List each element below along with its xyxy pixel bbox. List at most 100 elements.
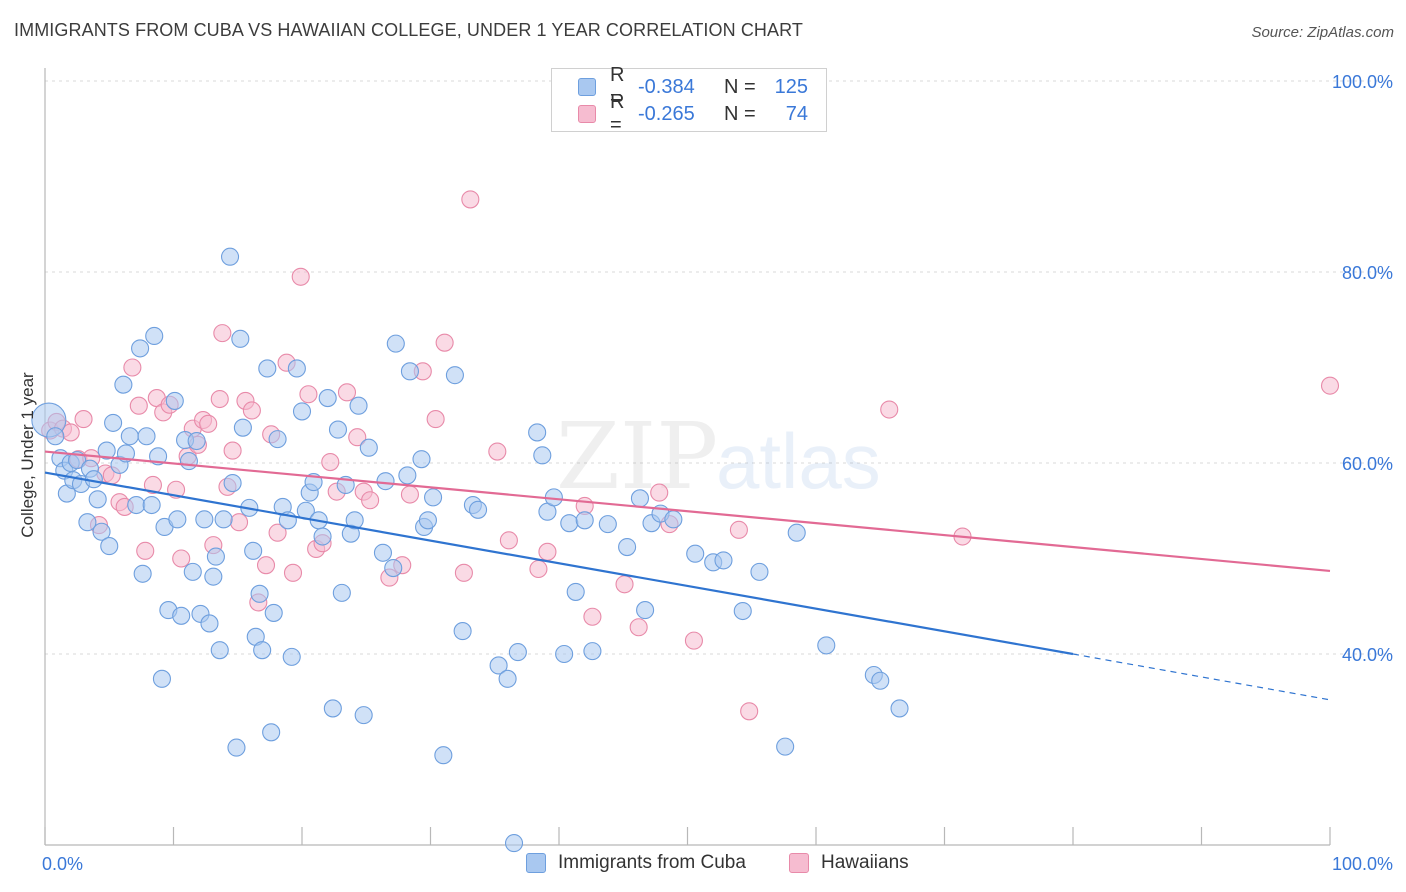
data-point-cuba [630, 489, 650, 508]
data-point-cuba [453, 622, 472, 641]
data-point-cuba [412, 450, 431, 469]
data-point-cuba [468, 500, 488, 519]
data-point-hawaiians [210, 389, 229, 409]
data-point-cuba [373, 543, 393, 562]
stats-legend: R = -0.384 N = 125 R = -0.265 N = 74 [551, 64, 827, 136]
y-tick-label: 60.0% [1342, 454, 1393, 474]
x-tick-label: 100.0% [1332, 854, 1393, 874]
data-point-hawaiians [213, 324, 232, 343]
data-point-hawaiians [129, 396, 148, 415]
data-point-cuba [214, 510, 233, 529]
data-point-hawaiians [242, 401, 261, 420]
data-point-cuba [398, 466, 417, 485]
data-point-hawaiians [538, 542, 557, 561]
legend-label-hawaiians: Hawaiians [821, 852, 909, 873]
data-point-cuba [583, 642, 602, 661]
data-point-cuba [250, 584, 269, 603]
data-point-cuba [145, 326, 164, 346]
data-point-cuba [890, 699, 909, 718]
data-point-hawaiians [199, 414, 218, 433]
data-point-cuba [46, 427, 65, 446]
data-point-cuba [92, 522, 111, 541]
data-point-hawaiians [283, 563, 303, 582]
legend-r-label: R = [610, 91, 625, 136]
data-point-cuba [152, 669, 171, 688]
data-point-hawaiians [499, 531, 518, 550]
data-point-hawaiians [461, 190, 480, 209]
data-point-cuba [142, 495, 161, 515]
data-point-hawaiians [740, 702, 759, 721]
data-point-cuba [776, 737, 795, 756]
legend-swatch-cuba [526, 853, 546, 873]
data-point-hawaiians [291, 267, 310, 286]
source-label: Source: ZipAtlas.com [1251, 24, 1394, 41]
series-cuba-points [31, 247, 909, 853]
chart-title: IMMIGRANTS FROM CUBA VS HAWAIIAN COLLEGE… [14, 20, 803, 40]
data-point-cuba [750, 562, 769, 581]
data-point-cuba [354, 706, 373, 725]
legend-n-label: N = [724, 75, 756, 98]
data-point-cuba [137, 427, 156, 446]
data-point-hawaiians [223, 441, 242, 460]
data-point-cuba [349, 396, 368, 415]
data-point-cuba [376, 472, 395, 491]
legend-item-hawaiians[interactable]: Hawaiians [789, 852, 909, 874]
data-point-hawaiians [684, 631, 703, 650]
data-point-cuba [253, 641, 272, 660]
data-point-cuba [328, 420, 348, 439]
data-point-cuba [871, 671, 890, 690]
data-point-hawaiians [629, 618, 648, 637]
data-point-cuba [787, 523, 806, 542]
data-point-cuba [434, 746, 453, 765]
data-point-cuba [133, 564, 152, 583]
data-point-hawaiians [435, 333, 454, 352]
data-point-cuba [183, 562, 202, 581]
data-point-cuba [575, 511, 594, 530]
trend-lines [44, 450, 1331, 701]
legend-r-value: -0.265 [638, 102, 695, 125]
data-point-cuba [282, 647, 301, 666]
data-point-hawaiians [583, 607, 602, 626]
data-point-cuba [262, 723, 281, 742]
data-point-cuba [504, 834, 524, 853]
data-point-cuba [528, 423, 547, 442]
data-point-cuba [210, 641, 229, 660]
data-point-hawaiians [488, 442, 507, 461]
data-point-cuba [287, 359, 306, 378]
legend-swatch-cuba [578, 78, 596, 96]
data-point-cuba [187, 431, 206, 451]
data-point-cuba [120, 427, 139, 446]
legend-swatch-hawaiians [578, 105, 596, 123]
data-point-hawaiians [74, 410, 93, 429]
data-point-hawaiians [361, 491, 380, 510]
legend-label-cuba: Immigrants from Cuba [558, 852, 746, 873]
data-point-cuba [100, 537, 119, 556]
data-point-cuba [359, 438, 378, 457]
legend-n-label: N = [724, 102, 756, 125]
data-point-cuba [332, 583, 351, 602]
data-point-cuba [323, 699, 342, 718]
data-point-hawaiians [650, 483, 669, 502]
data-point-cuba [268, 430, 287, 449]
bottom-legend: Immigrants from Cuba Hawaiians [0, 852, 1406, 878]
data-point-hawaiians [400, 485, 419, 504]
data-point-hawaiians [172, 549, 191, 568]
data-point-hawaiians [256, 556, 276, 575]
data-point-cuba [195, 510, 214, 529]
legend-item-cuba[interactable]: Immigrants from Cuba [526, 852, 746, 874]
data-point-cuba [264, 603, 283, 622]
data-point-cuba [233, 418, 252, 437]
trendline-hawaiians [44, 450, 1331, 573]
legend-n-value: 74 [785, 102, 808, 125]
data-point-hawaiians [229, 513, 249, 532]
data-point-cuba [566, 582, 585, 601]
data-point-hawaiians [454, 563, 473, 582]
data-point-hawaiians [123, 358, 142, 377]
data-point-cuba [97, 441, 116, 460]
watermark: ZIP atlas [556, 403, 881, 510]
axes [44, 68, 1331, 846]
y-tick-label: 40.0% [1342, 645, 1393, 665]
data-point-cuba [636, 601, 655, 620]
data-point-hawaiians [143, 475, 162, 495]
data-point-hawaiians [426, 410, 445, 429]
